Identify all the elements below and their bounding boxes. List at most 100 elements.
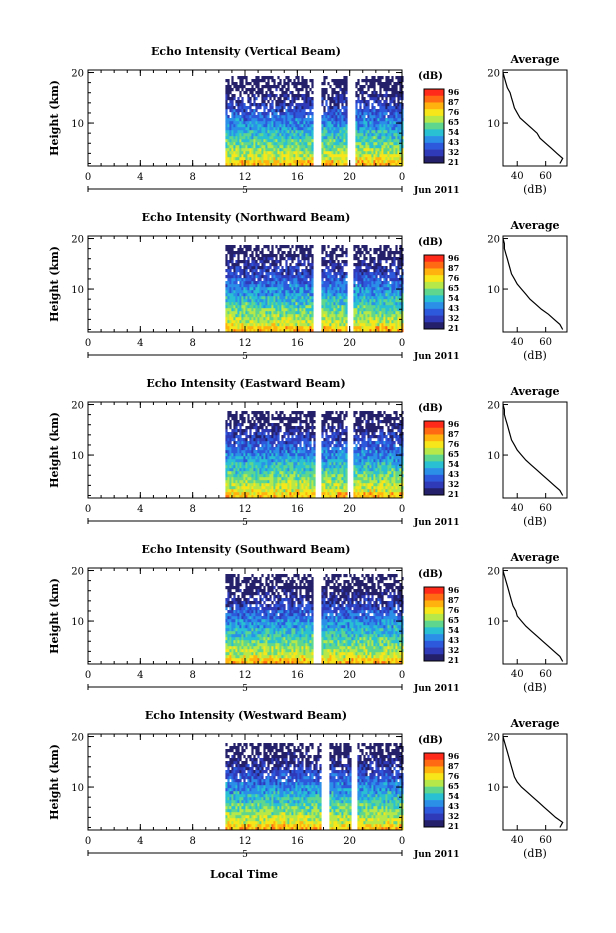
heatmap-cell bbox=[225, 109, 227, 112]
heatmap-cell bbox=[235, 85, 237, 88]
heatmap-cell bbox=[253, 453, 255, 456]
heatmap-cell bbox=[325, 311, 327, 314]
panel-title: Echo Intensity (Vertical Beam) bbox=[151, 45, 341, 58]
heatmap-cell bbox=[333, 320, 335, 323]
heatmap-cell bbox=[249, 462, 251, 465]
heatmap-cell bbox=[335, 290, 337, 293]
heatmap-cell bbox=[231, 314, 233, 317]
heatmap-cell bbox=[229, 148, 231, 151]
heatmap-cell bbox=[247, 456, 249, 459]
heatmap-cell bbox=[289, 127, 291, 130]
heatmap-cell bbox=[231, 462, 233, 465]
heatmap-cell bbox=[233, 127, 235, 130]
heatmap-cell bbox=[339, 139, 341, 142]
heatmap-cell bbox=[369, 109, 371, 112]
heatmap-cell bbox=[279, 124, 281, 127]
heatmap-cell bbox=[307, 145, 309, 148]
heatmap-cell bbox=[253, 438, 255, 441]
heatmap-cell bbox=[337, 296, 339, 299]
heatmap-cell bbox=[305, 82, 307, 85]
heatmap-cell bbox=[239, 269, 241, 272]
heatmap-cell bbox=[327, 133, 329, 136]
heatmap-cell bbox=[277, 124, 279, 127]
heatmap-cell bbox=[265, 308, 267, 311]
heatmap-cell bbox=[295, 287, 297, 290]
heatmap-cell bbox=[227, 483, 229, 486]
heatmap-cell bbox=[367, 112, 369, 115]
heatmap-cell bbox=[235, 311, 237, 314]
heatmap-cell bbox=[369, 296, 371, 299]
heatmap-cell bbox=[241, 438, 243, 441]
heatmap-cell bbox=[265, 254, 267, 257]
heatmap-cell bbox=[225, 462, 227, 465]
heatmap-cell bbox=[263, 145, 265, 148]
heatmap-cell bbox=[391, 100, 393, 103]
heatmap-cell bbox=[395, 106, 397, 109]
heatmap-cell bbox=[343, 287, 345, 290]
heatmap-cell bbox=[233, 314, 235, 317]
heatmap-cell bbox=[293, 275, 295, 278]
heatmap-cell bbox=[323, 142, 325, 145]
heatmap-cell bbox=[245, 272, 247, 275]
heatmap-cell bbox=[303, 124, 305, 127]
heatmap-cell bbox=[241, 103, 243, 106]
heatmap-cell bbox=[279, 317, 281, 320]
heatmap-cell bbox=[235, 447, 237, 450]
heatmap-cell bbox=[333, 121, 335, 124]
heatmap-cell bbox=[335, 154, 337, 157]
heatmap-cell bbox=[367, 151, 369, 154]
heatmap-cell bbox=[323, 269, 325, 272]
heatmap-cell bbox=[271, 103, 273, 106]
heatmap-cell bbox=[241, 317, 243, 320]
heatmap-cell bbox=[325, 121, 327, 124]
heatmap-cell bbox=[227, 269, 229, 272]
heatmap-cell bbox=[259, 91, 261, 94]
heatmap-cell bbox=[225, 305, 227, 308]
heatmap-cell bbox=[237, 263, 239, 266]
heatmap-cell bbox=[341, 136, 343, 139]
heatmap-cell bbox=[343, 299, 345, 302]
heatmap-cell bbox=[391, 284, 393, 287]
heatmap-cell bbox=[371, 323, 373, 326]
heatmap-cell bbox=[233, 477, 235, 480]
heatmap-cell bbox=[267, 94, 269, 97]
heatmap-cell bbox=[253, 100, 255, 103]
heatmap-cell bbox=[311, 326, 313, 329]
heatmap-cell bbox=[253, 269, 255, 272]
heatmap-cell bbox=[237, 299, 239, 302]
heatmap-cell bbox=[381, 305, 383, 308]
heatmap-cell bbox=[345, 130, 347, 133]
heatmap-cell bbox=[255, 411, 257, 414]
heatmap-cell bbox=[239, 82, 241, 85]
heatmap-cell bbox=[287, 139, 289, 142]
heatmap-cell bbox=[309, 118, 311, 121]
heatmap-cell bbox=[227, 160, 229, 163]
heatmap-cell bbox=[331, 79, 333, 82]
heatmap-cell bbox=[239, 136, 241, 139]
heatmap-cell bbox=[361, 160, 363, 163]
heatmap-cell bbox=[399, 148, 401, 151]
heatmap-cell bbox=[375, 278, 377, 281]
heatmap-cell bbox=[229, 121, 231, 124]
heatmap-cell bbox=[251, 435, 253, 438]
heatmap-cell bbox=[341, 251, 343, 254]
heatmap-cell bbox=[227, 263, 229, 266]
heatmap-cell bbox=[281, 266, 283, 269]
heatmap-cell bbox=[379, 323, 381, 326]
heatmap-cell bbox=[353, 305, 355, 308]
heatmap-cell bbox=[229, 157, 231, 160]
heatmap-cell bbox=[263, 293, 265, 296]
heatmap-cell bbox=[333, 124, 335, 127]
heatmap-cell bbox=[307, 305, 309, 308]
heatmap-cell bbox=[279, 97, 281, 100]
heatmap-cell bbox=[331, 293, 333, 296]
heatmap-cell bbox=[285, 275, 287, 278]
heatmap-cell bbox=[239, 106, 241, 109]
heatmap-cell bbox=[299, 323, 301, 326]
heatmap-cell bbox=[251, 453, 253, 456]
heatmap-cell bbox=[285, 272, 287, 275]
heatmap-cell bbox=[299, 248, 301, 251]
heatmap-cell bbox=[323, 82, 325, 85]
heatmap-cell bbox=[301, 314, 303, 317]
heatmap-cell bbox=[363, 79, 365, 82]
